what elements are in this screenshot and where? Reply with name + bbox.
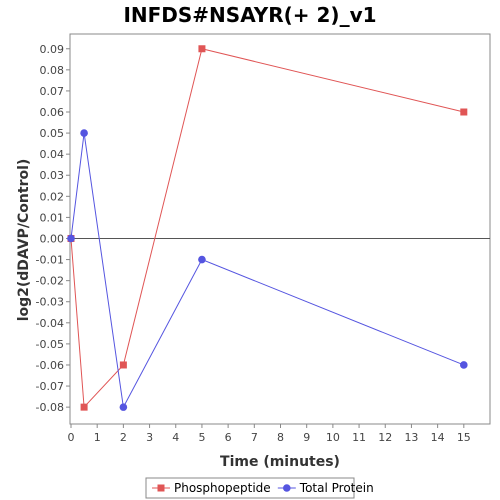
legend-label: Total Protein	[299, 481, 374, 495]
data-point	[67, 234, 75, 243]
y-tick-label: 0.09	[40, 43, 65, 56]
y-tick-label: -0.05	[36, 338, 64, 351]
x-tick-label: 12	[378, 431, 392, 444]
y-tick-label: -0.03	[36, 296, 64, 309]
y-tick-label: 0.05	[40, 127, 65, 140]
legend-marker-circle	[283, 484, 291, 492]
x-tick-label: 0	[68, 431, 75, 444]
plot-frame	[69, 33, 491, 425]
y-tick-label: 0.07	[40, 85, 65, 98]
y-tick-label: -0.01	[36, 254, 64, 267]
x-tick-label: 2	[120, 431, 127, 444]
legend-box	[145, 477, 355, 499]
data-point	[119, 361, 127, 369]
x-tick-label: 1	[94, 431, 101, 444]
y-tick-label: 0.03	[40, 169, 65, 182]
data-point	[80, 129, 88, 137]
data-point	[119, 403, 128, 411]
y-tick-label: -0.06	[36, 359, 64, 372]
y-tick-label: -0.07	[36, 380, 64, 393]
data-point	[198, 45, 206, 53]
data-point	[198, 255, 206, 264]
y-tick-label: 0.02	[40, 190, 65, 203]
x-axis-label: Time (minutes)	[220, 454, 340, 470]
y-tick-label: 0.00	[40, 232, 65, 245]
x-tick-label: 10	[326, 431, 340, 444]
y-tick-label: -0.02	[36, 275, 64, 288]
data-point	[460, 361, 468, 369]
y-tick-label: 0.04	[40, 148, 65, 161]
x-tick-label: 9	[303, 431, 310, 444]
x-tick-label: 8	[277, 431, 284, 444]
x-tick-label: 14	[431, 431, 445, 444]
y-tick-label: 0.01	[40, 211, 65, 224]
x-tick-label: 6	[225, 431, 232, 444]
y-tick-label: -0.04	[36, 317, 64, 330]
x-tick-label: 5	[198, 431, 205, 444]
x-tick-label: 15	[457, 431, 471, 444]
x-tick-label: 13	[404, 431, 418, 444]
x-tick-label: 7	[251, 431, 258, 444]
legend-marker-square	[157, 484, 165, 492]
chart-title: INFDS#NSAYR(+ 2)_v1	[123, 3, 376, 27]
legend: Phosphopeptide Total Protein	[145, 477, 374, 499]
x-tick-label: 3	[146, 431, 153, 444]
x-tick-label: 11	[352, 431, 366, 444]
y-tick-label: -0.08	[36, 401, 64, 414]
y-axis-label: log2(dDAVP/Control)	[16, 159, 32, 322]
legend-label: Phosphopeptide	[174, 481, 271, 495]
data-point	[80, 403, 88, 411]
x-tick-label: 4	[172, 431, 179, 444]
y-tick-label: 0.06	[40, 106, 65, 119]
data-point	[460, 108, 468, 116]
y-tick-label: 0.08	[40, 64, 65, 77]
plot-area: -0.08 -0.07 -0.06 -0.05 -0.04 -0.03 -0.02 -0.01…	[36, 33, 491, 444]
